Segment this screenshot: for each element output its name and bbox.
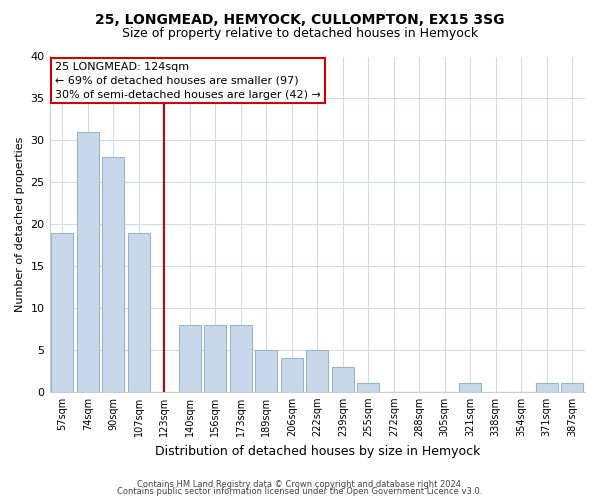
Bar: [460, 384, 481, 392]
Text: Size of property relative to detached houses in Hemyock: Size of property relative to detached ho…: [122, 28, 478, 40]
Bar: [103, 157, 124, 392]
Bar: [536, 384, 557, 392]
Bar: [128, 232, 149, 392]
Bar: [230, 324, 251, 392]
Bar: [562, 384, 583, 392]
Text: Contains public sector information licensed under the Open Government Licence v3: Contains public sector information licen…: [118, 487, 482, 496]
Bar: [77, 132, 98, 392]
Text: 25, LONGMEAD, HEMYOCK, CULLOMPTON, EX15 3SG: 25, LONGMEAD, HEMYOCK, CULLOMPTON, EX15 …: [95, 12, 505, 26]
Bar: [358, 384, 379, 392]
Bar: [281, 358, 302, 392]
Bar: [256, 350, 277, 392]
Text: Contains HM Land Registry data © Crown copyright and database right 2024.: Contains HM Land Registry data © Crown c…: [137, 480, 463, 489]
X-axis label: Distribution of detached houses by size in Hemyock: Distribution of detached houses by size …: [155, 444, 480, 458]
Text: 25 LONGMEAD: 124sqm
← 69% of detached houses are smaller (97)
30% of semi-detach: 25 LONGMEAD: 124sqm ← 69% of detached ho…: [55, 62, 321, 100]
Bar: [307, 350, 328, 392]
Bar: [205, 324, 226, 392]
Bar: [332, 366, 353, 392]
Y-axis label: Number of detached properties: Number of detached properties: [15, 136, 25, 312]
Bar: [52, 232, 73, 392]
Bar: [179, 324, 200, 392]
